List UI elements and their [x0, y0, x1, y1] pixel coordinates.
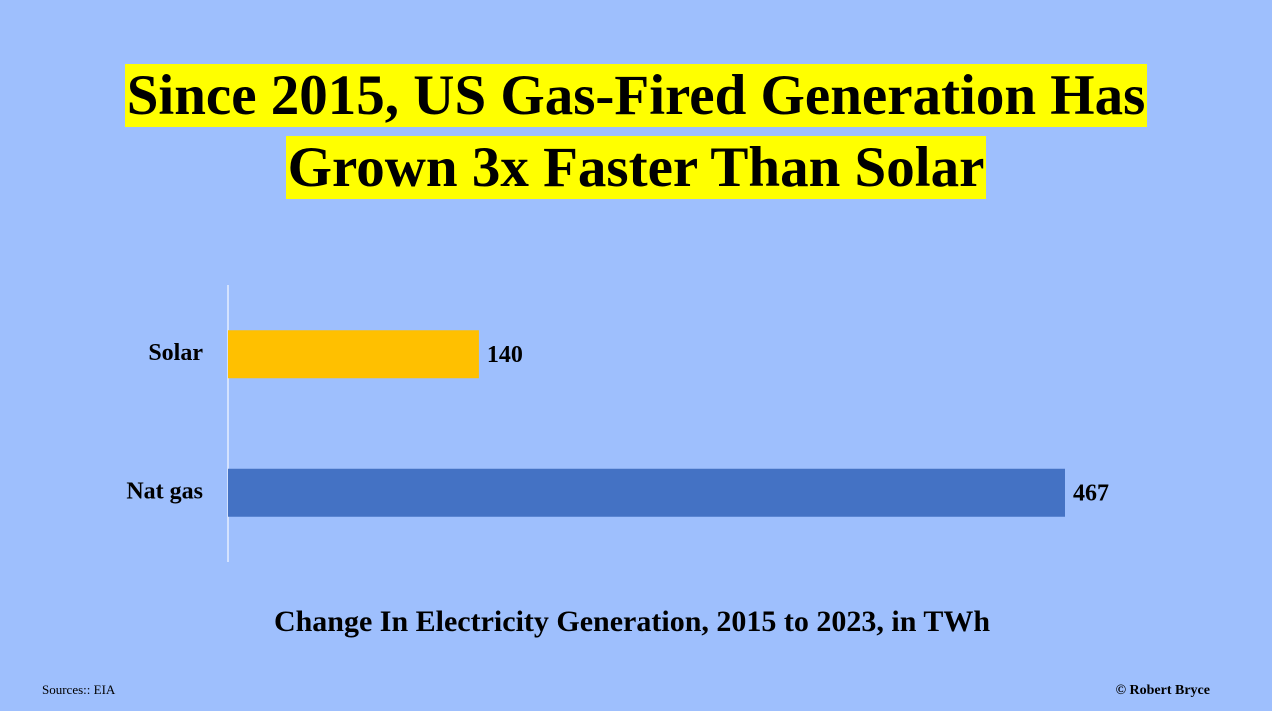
- category-label: Solar: [148, 340, 203, 366]
- x-axis-label: Change In Electricity Generation, 2015 t…: [274, 605, 990, 638]
- value-label: 467: [1073, 480, 1109, 506]
- bar: [228, 468, 1065, 517]
- category-label: Nat gas: [126, 478, 203, 504]
- bar: [228, 330, 479, 379]
- value-label: 140: [487, 342, 523, 368]
- source: Sources:: EIA: [42, 682, 116, 697]
- title-box: Since 2015, US Gas-Fired Generation Has …: [60, 60, 1212, 204]
- credit: © Robert Bryce: [1116, 683, 1210, 698]
